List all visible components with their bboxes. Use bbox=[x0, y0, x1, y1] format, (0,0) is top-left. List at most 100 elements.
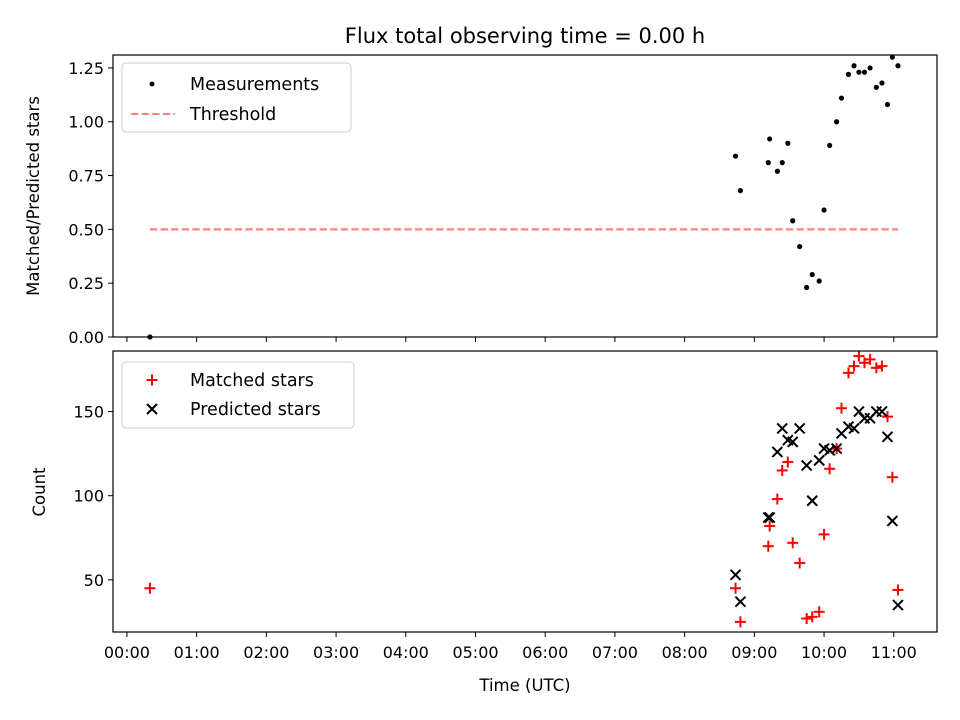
top-y-tick-label: 0.75 bbox=[68, 167, 104, 186]
measurements-point bbox=[767, 136, 773, 142]
bottom-y-tick-label: 100 bbox=[73, 487, 104, 506]
measurements-point bbox=[809, 271, 815, 278]
x-tick-label: 03:00 bbox=[313, 643, 359, 662]
measurements-point bbox=[834, 119, 840, 125]
matched-stars-point bbox=[782, 456, 794, 468]
measurements-point bbox=[851, 63, 857, 69]
matched-stars-point bbox=[776, 464, 788, 476]
measurements-point bbox=[873, 84, 879, 90]
x-tick-label: 09:00 bbox=[731, 643, 777, 662]
measurements-point bbox=[732, 153, 739, 159]
matched-stars-point bbox=[824, 463, 836, 475]
predicted-stars-legend-label: Predicted stars bbox=[190, 400, 321, 420]
x-tick-label: 06:00 bbox=[522, 643, 568, 662]
measurements-point bbox=[895, 63, 901, 69]
x-tick-label: 11:00 bbox=[871, 643, 917, 662]
predicted-stars-point bbox=[848, 422, 860, 435]
predicted-stars-point bbox=[734, 596, 747, 608]
predicted-stars-point bbox=[771, 446, 784, 458]
matched-stars-point bbox=[764, 520, 776, 532]
bottom-y-tick-label: 150 bbox=[73, 403, 104, 422]
top-y-axis-label: Matched/Predicted stars bbox=[24, 96, 43, 296]
measurements-point bbox=[737, 188, 744, 194]
x-tick-label: 08:00 bbox=[662, 643, 708, 662]
bottom-y-tick-label: 50 bbox=[84, 571, 104, 590]
measurements-point bbox=[804, 284, 810, 291]
predicted-stars-point bbox=[813, 454, 825, 467]
matched-stars-legend-marker bbox=[146, 374, 158, 386]
top-y-tick-label: 0.00 bbox=[68, 328, 104, 347]
predicted-stars-point bbox=[892, 599, 904, 611]
predicted-stars-point bbox=[830, 442, 843, 455]
measurements-point bbox=[884, 101, 891, 108]
matched-stars-point bbox=[853, 350, 865, 362]
measurements-point bbox=[879, 80, 885, 86]
measurements-point bbox=[838, 95, 845, 101]
matched-stars-point bbox=[882, 411, 894, 423]
top-axes: 0.00 0.25 0.50 0.75 1.00 1.25 bbox=[68, 54, 938, 347]
predicted-stars-point bbox=[806, 495, 818, 507]
measurements-point bbox=[797, 243, 803, 250]
measurements-legend-marker bbox=[149, 81, 155, 87]
matched-stars-point bbox=[892, 584, 904, 596]
measurements-point bbox=[790, 218, 796, 224]
bottom-y-axis-label: Count bbox=[30, 467, 49, 517]
x-tick-label: 01:00 bbox=[174, 643, 220, 662]
matched-stars-point bbox=[813, 606, 825, 618]
top-y-tick-label: 1.00 bbox=[68, 113, 104, 132]
matched-stars-point bbox=[762, 540, 774, 552]
measurements-point bbox=[774, 168, 780, 174]
matched-stars-point bbox=[730, 582, 742, 594]
top-legend-box bbox=[121, 62, 352, 133]
x-tick-label: 10:00 bbox=[801, 643, 847, 662]
top-y-tick-label: 0.25 bbox=[68, 274, 104, 293]
predicted-stars-point bbox=[876, 405, 888, 418]
matched-stars-point bbox=[794, 557, 806, 569]
top-legend: Measurements Threshold bbox=[121, 62, 352, 133]
bottom-legend: Matched stars Predicted stars bbox=[121, 361, 355, 429]
measurements-point bbox=[889, 54, 895, 60]
matched-stars-legend-label: Matched stars bbox=[190, 371, 314, 391]
predicted-stars-legend-marker bbox=[146, 403, 158, 415]
top-axes-frame bbox=[112, 54, 938, 338]
top-y-tick-label: 0.50 bbox=[68, 220, 104, 239]
measurements-point bbox=[867, 65, 873, 71]
matched-stars-point bbox=[858, 357, 870, 369]
matched-stars-point bbox=[787, 537, 799, 549]
x-tick-label: 05:00 bbox=[452, 643, 498, 662]
matched-stars-point bbox=[818, 528, 830, 540]
matched-stars-point bbox=[801, 613, 813, 625]
measurements-point bbox=[765, 160, 771, 166]
predicted-stars-point bbox=[881, 431, 894, 443]
x-tick-label: 02:00 bbox=[243, 643, 289, 662]
predicted-stars-point bbox=[776, 422, 788, 435]
x-tick-label: 07:00 bbox=[592, 643, 638, 662]
predicted-stars-point bbox=[886, 515, 899, 527]
matched-stars-point bbox=[771, 493, 783, 505]
measurements-point bbox=[816, 278, 822, 284]
bottom-legend-box bbox=[121, 361, 355, 429]
predicted-stars-point bbox=[729, 569, 742, 581]
measurements-point bbox=[821, 207, 827, 213]
matched-stars-point bbox=[870, 362, 882, 374]
measurements-legend-label: Measurements bbox=[190, 75, 319, 95]
matched-stars-point bbox=[864, 353, 876, 365]
bottom-axes: 50 100 150 00:00 01:00 02:00 03:00 04:00 05:00 06… bbox=[73, 350, 938, 662]
matched-stars-point bbox=[144, 582, 156, 594]
matched-stars-point bbox=[876, 360, 888, 372]
measurements-point bbox=[827, 142, 833, 149]
threshold-legend-label: Threshold bbox=[189, 105, 276, 125]
measurements-point bbox=[856, 69, 862, 75]
measurements-point bbox=[779, 160, 785, 166]
predicted-stars-point bbox=[800, 459, 813, 472]
matched-stars-point bbox=[734, 616, 746, 628]
predicted-stars-point bbox=[763, 511, 776, 524]
measurements-point bbox=[785, 140, 791, 146]
matched-stars-point bbox=[886, 471, 898, 483]
matched-stars-point bbox=[848, 360, 860, 372]
predicted-stars-point bbox=[793, 422, 806, 435]
x-axis-label: Time (UTC) bbox=[478, 676, 570, 695]
x-tick-label: 00:00 bbox=[104, 643, 150, 662]
measurements-point bbox=[861, 69, 868, 75]
